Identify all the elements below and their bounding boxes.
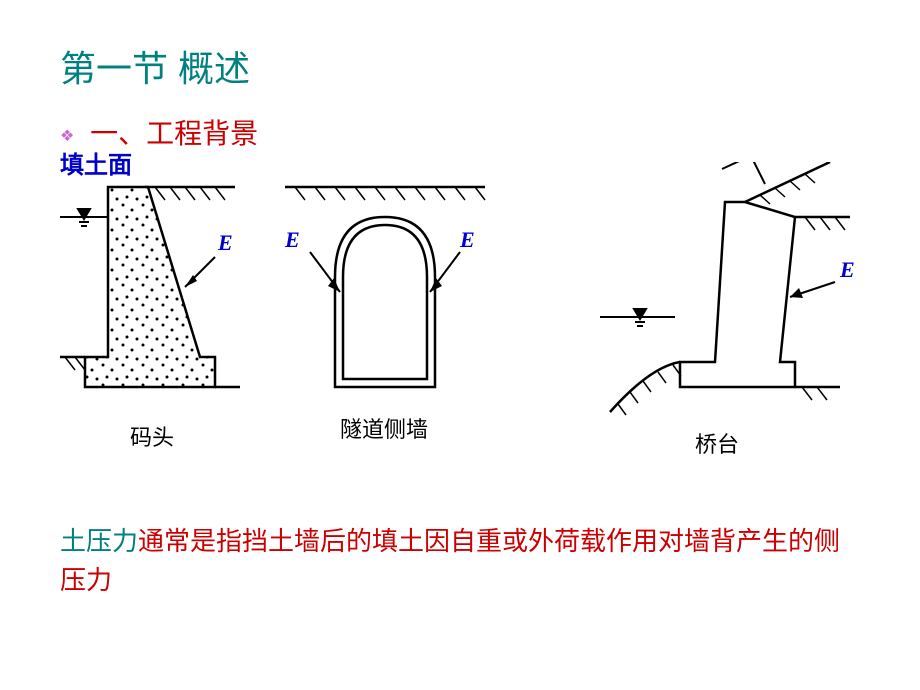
diagram-area: E E E E 码头 隧道侧墙 桥台: [60, 162, 860, 502]
e-label-dock: E: [218, 230, 233, 256]
tunnel-label: 隧道侧墙: [340, 412, 428, 444]
bottom-text-body: 通常是指挡土墙后的填土因自重或外荷载作用对墙背产生的侧压力: [60, 526, 840, 595]
dock-label: 码头: [130, 420, 174, 452]
section-title: 第一节 概述: [60, 40, 860, 92]
dock-diagram: [60, 187, 240, 387]
bottom-text-keyword: 土压力: [60, 526, 138, 556]
bottom-text: 土压力通常是指挡土墙后的填土因自重或外荷载作用对墙背产生的侧压力: [60, 522, 860, 600]
bullet-icon: ❖: [60, 126, 74, 146]
diagrams-svg: [60, 162, 880, 502]
e-label-abutment: E: [840, 257, 855, 283]
tunnel-diagram: [285, 187, 485, 387]
e-label-tunnel-right: E: [460, 227, 475, 253]
e-label-tunnel-left: E: [285, 227, 300, 253]
subtitle: ❖ 一、工程背景: [60, 112, 860, 152]
abutment-label: 桥台: [695, 427, 739, 459]
abutment-diagram: [600, 162, 850, 415]
section-title-text: 第一节 概述: [60, 48, 250, 89]
